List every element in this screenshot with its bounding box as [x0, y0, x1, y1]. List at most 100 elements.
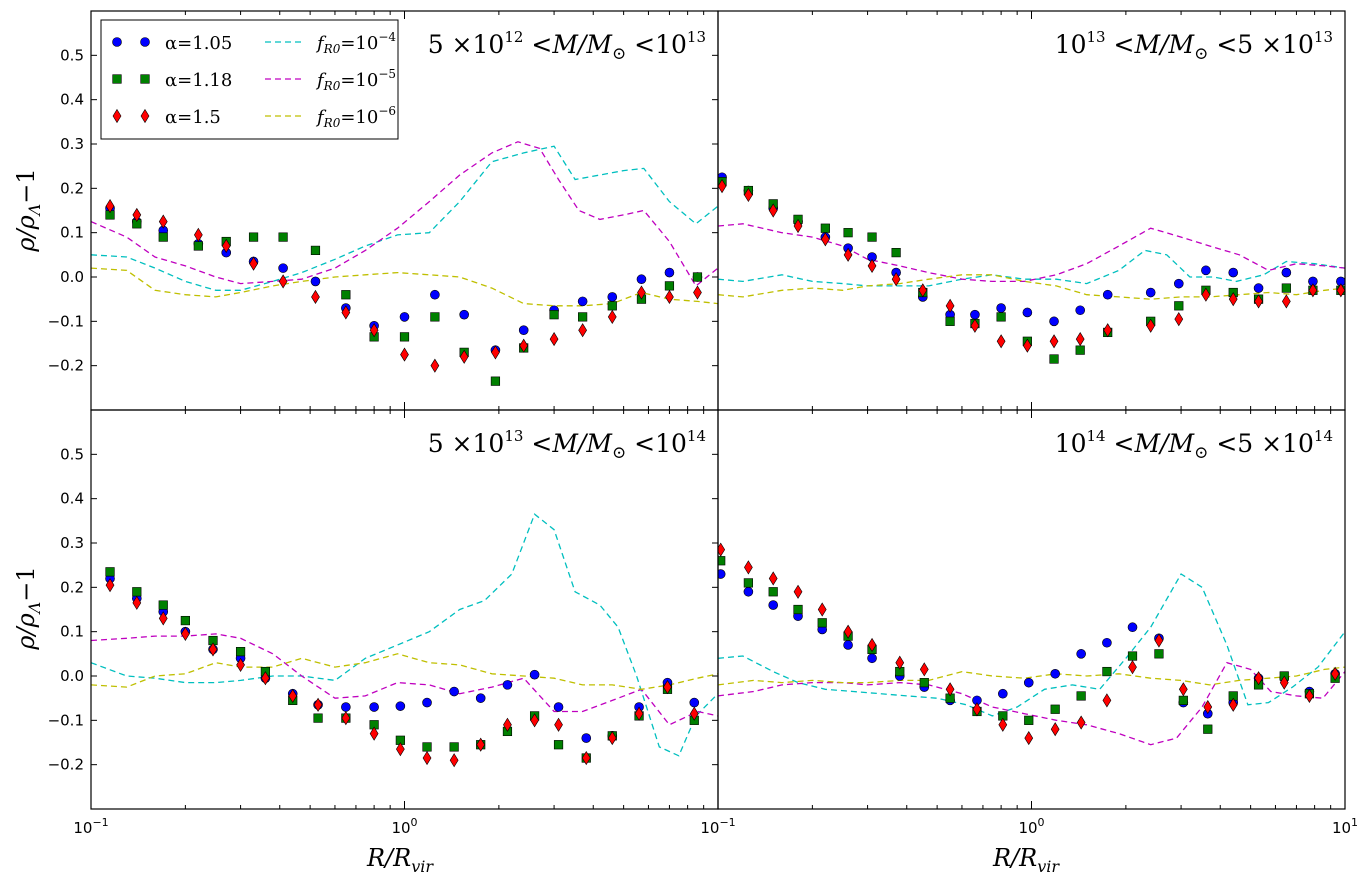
data-point-diamond: [132, 595, 142, 610]
ytick-label: 0.3: [60, 534, 84, 552]
data-point-square: [1203, 724, 1213, 734]
ytick-label: −0.1: [48, 711, 84, 729]
data-point-diamond: [519, 338, 529, 353]
legend-marker: [140, 108, 150, 124]
data-point-diamond: [193, 227, 203, 242]
data-point-circle: [399, 312, 410, 322]
data-point-circle: [1076, 649, 1086, 659]
panel-3: −0.2 −0.1 0.0 0.1 0.2 0.3 0.4 0.5 10−1 100 5 ×1013…: [48, 409, 719, 837]
data-point-diamond: [369, 726, 379, 741]
data-point-circle: [636, 274, 647, 285]
ylabel-top: ρ/ρΛ−1: [12, 168, 44, 252]
data-point-square: [158, 600, 168, 610]
ytick-label: 0.1: [60, 623, 84, 641]
panel-4: 10−1 100 101 1014 <M/M⊙ <5 ×1014: [700, 409, 1358, 837]
panel-frame: [717, 409, 1346, 810]
data-point-square: [743, 578, 753, 588]
data-point-circle: [768, 600, 779, 610]
data-point-diamond: [261, 671, 270, 686]
data-point-diamond: [1228, 697, 1238, 712]
data-point-diamond: [744, 187, 753, 203]
data-point-circle: [867, 653, 877, 664]
data-point-square: [891, 248, 901, 258]
data-point-diamond: [768, 203, 778, 218]
xtick-label: 10−1: [700, 816, 735, 837]
ytick-label: 0.0: [60, 268, 84, 286]
xlabel-left: R/Rvir: [366, 844, 434, 876]
data-point-diamond: [1128, 660, 1137, 675]
data-point-circle: [664, 267, 675, 278]
data-point-circle: [743, 586, 754, 597]
series-line: [91, 141, 718, 287]
data-point-diamond: [820, 232, 830, 247]
data-point-diamond: [607, 309, 617, 324]
data-point-diamond: [1228, 292, 1238, 307]
data-point-diamond: [1154, 633, 1164, 648]
data-point-square: [248, 232, 259, 242]
data-point-diamond: [1308, 283, 1318, 298]
data-point-diamond: [1050, 722, 1060, 737]
data-point-circle: [502, 680, 513, 690]
data-point-diamond: [1281, 294, 1291, 309]
data-point-diamond: [1075, 331, 1085, 347]
data-point-square: [817, 618, 827, 628]
data-point-circle: [1075, 305, 1085, 316]
series-line: [718, 274, 1345, 300]
data-point-diamond: [996, 334, 1006, 349]
data-point-square: [607, 301, 617, 311]
data-point-diamond: [1076, 715, 1086, 730]
data-point-diamond: [311, 289, 320, 305]
data-point-square: [1174, 301, 1184, 311]
data-point-diamond: [449, 753, 459, 768]
data-point-square: [549, 310, 559, 320]
data-point-square: [820, 223, 830, 233]
data-point-diamond: [105, 578, 115, 593]
data-point-diamond: [105, 198, 115, 214]
data-point-diamond: [945, 682, 955, 697]
data-point-diamond: [843, 624, 853, 639]
data-point-square: [692, 272, 703, 282]
legend-entry: α=1.05: [112, 33, 232, 54]
data-point-circle: [341, 702, 351, 712]
data-point-square: [768, 587, 778, 597]
xlabel-sub-2: vir: [1037, 857, 1060, 876]
data-point-diamond: [1103, 323, 1113, 338]
legend-marker: [112, 74, 122, 84]
xlabel-main-2: R/R: [992, 844, 1037, 872]
data-point-circle: [996, 303, 1006, 313]
legend-entry: α=1.5: [112, 107, 221, 128]
ytick-label: −0.2: [48, 357, 84, 375]
data-point-diamond: [793, 584, 803, 599]
data-point-diamond: [919, 662, 929, 677]
data-point-diamond: [554, 717, 563, 732]
data-point-diamond: [972, 702, 982, 717]
plot-area: [91, 513, 718, 768]
data-point-circle: [553, 702, 564, 712]
panel-title: 5 ×1013 <M/M⊙ <1014: [428, 427, 706, 463]
data-point-diamond: [249, 256, 258, 271]
series-line: [91, 145, 718, 291]
data-point-circle: [1049, 316, 1059, 327]
data-point-circle: [1281, 267, 1292, 278]
data-point-diamond: [341, 711, 351, 726]
xtick-label: 101: [1332, 816, 1358, 837]
data-point-square: [578, 312, 588, 322]
data-point-diamond: [867, 637, 877, 653]
ytick-label: 0.5: [60, 46, 84, 64]
data-point-diamond: [1279, 675, 1289, 690]
data-point-diamond: [581, 750, 591, 766]
data-point-circle: [1253, 283, 1264, 293]
data-point-diamond: [1336, 283, 1345, 298]
data-point-square: [1178, 695, 1188, 705]
ytick-label: −0.2: [48, 756, 84, 774]
data-point-diamond: [158, 214, 168, 229]
data-point-diamond: [689, 706, 699, 721]
data-point-square: [1076, 691, 1086, 701]
data-point-circle: [998, 688, 1008, 699]
ytick-label: 0.4: [60, 490, 84, 508]
data-point-diamond: [459, 349, 469, 364]
panel-title: 1014 <M/M⊙ <5 ×1014: [1055, 427, 1333, 463]
data-point-circle: [1201, 265, 1211, 276]
legend: α=1.05α=1.18α=1.5fR0=10−4fR0=10−5fR0=10−…: [100, 19, 399, 140]
data-point-diamond: [341, 305, 351, 320]
